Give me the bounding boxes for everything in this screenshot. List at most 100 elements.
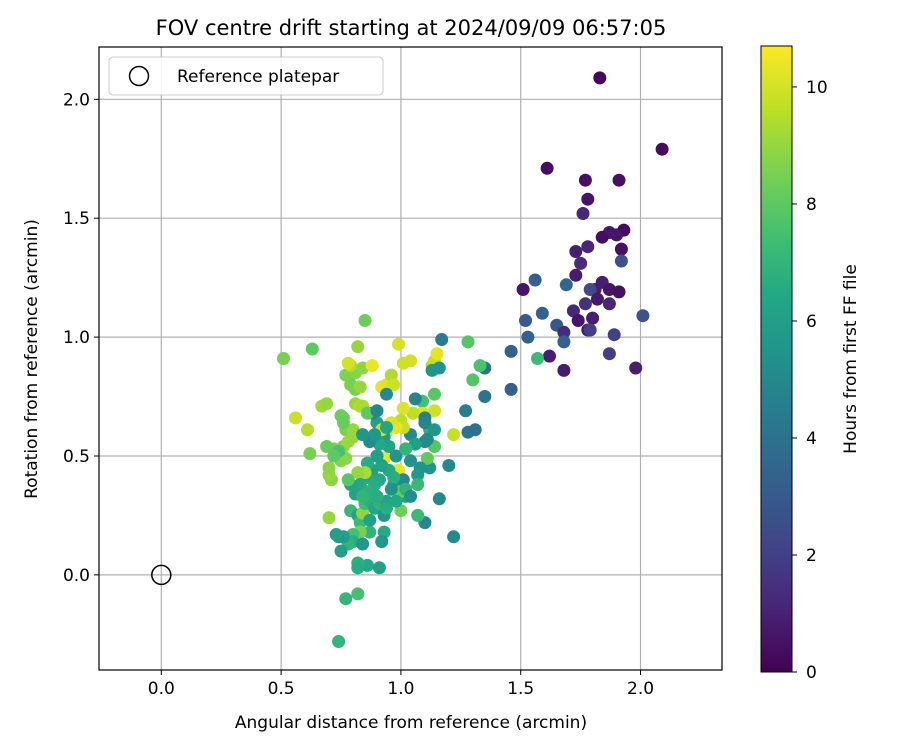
data-point	[370, 489, 384, 503]
data-point	[578, 173, 592, 187]
data-point	[380, 421, 393, 434]
data-point	[411, 478, 425, 491]
colorbar-tick-label: 4	[806, 429, 817, 449]
data-point	[339, 592, 353, 606]
data-point	[380, 501, 393, 515]
data-point	[372, 561, 386, 575]
data-point	[595, 230, 609, 244]
data-point	[380, 387, 393, 401]
data-point	[432, 492, 446, 506]
data-point	[356, 489, 370, 503]
y-tick-label: 1.0	[63, 328, 90, 348]
data-point	[404, 489, 417, 503]
data-point	[612, 285, 626, 299]
data-point	[557, 335, 571, 349]
data-point	[411, 468, 425, 482]
colorbar-tick-label: 0	[806, 663, 817, 683]
data-point	[351, 587, 365, 601]
y-axis: 0.0 0.5 1.0 1.5 2.0	[63, 90, 99, 586]
colorbar-tick-label: 10	[806, 78, 828, 98]
data-point	[435, 333, 449, 346]
legend-box	[108, 56, 384, 96]
data-point	[583, 323, 597, 337]
data-point	[396, 401, 410, 415]
data-point	[353, 380, 367, 394]
data-point	[301, 423, 314, 437]
data-point	[466, 373, 480, 387]
data-point	[602, 347, 616, 361]
data-point	[569, 245, 583, 258]
data-point	[607, 328, 621, 342]
data-point	[557, 325, 571, 339]
data-point	[375, 535, 389, 549]
data-point	[351, 340, 365, 354]
data-point	[303, 447, 317, 461]
data-point	[396, 356, 410, 370]
reference-marker	[151, 564, 172, 586]
data-point	[351, 561, 365, 575]
data-point	[521, 330, 535, 344]
data-point	[363, 513, 377, 527]
data-point	[528, 273, 542, 287]
data-point	[586, 311, 600, 325]
data-point	[504, 382, 518, 396]
data-point	[320, 397, 334, 411]
data-point	[614, 254, 628, 268]
data-point	[655, 142, 669, 156]
data-point	[602, 297, 616, 311]
data-point	[389, 494, 403, 508]
data-point	[336, 416, 350, 430]
data-point	[447, 530, 461, 544]
chart-title: FOV centre drift starting at 2024/09/09 …	[156, 16, 667, 40]
x-tick-label: 2.0	[627, 679, 654, 699]
data-point	[320, 440, 334, 453]
colorbar-label: Hours from first FF file	[841, 264, 861, 454]
data-point	[468, 423, 482, 437]
data-point	[612, 173, 626, 187]
legend-label: Reference platepar	[177, 67, 339, 87]
data-point	[384, 482, 398, 496]
data-point	[356, 537, 370, 551]
data-point	[341, 473, 355, 487]
data-point	[636, 309, 650, 323]
y-tick-label: 0.0	[63, 566, 90, 586]
data-point	[576, 207, 590, 220]
data-point	[420, 451, 434, 465]
data-point	[571, 314, 585, 327]
data-point	[610, 228, 624, 242]
y-tick-label: 0.5	[63, 447, 90, 467]
data-point	[478, 390, 492, 403]
x-tick-label: 0.0	[148, 679, 175, 699]
data-point	[363, 525, 377, 539]
data-point	[432, 361, 446, 375]
data-point	[356, 428, 370, 442]
plot-frame	[98, 46, 723, 671]
data-point	[428, 387, 441, 401]
legend: Reference platepar	[108, 56, 384, 96]
data-point	[581, 240, 595, 254]
data-point	[408, 392, 422, 406]
data-point	[368, 428, 382, 442]
colorbar-ticks: 0 2 4 6 8 10	[792, 78, 828, 683]
data-point	[399, 442, 413, 456]
data-point	[504, 344, 518, 358]
data-point	[535, 306, 549, 320]
data-point	[442, 459, 456, 472]
colorbar-tick-label: 8	[806, 195, 817, 215]
data-point	[543, 349, 556, 363]
data-point	[370, 449, 384, 463]
data-point	[418, 416, 432, 430]
data-point	[411, 508, 425, 522]
data-point	[614, 242, 628, 256]
data-point	[593, 71, 607, 85]
colorbar-tick-label: 6	[806, 312, 817, 332]
data-point	[428, 423, 441, 437]
colorbar-gradient	[760, 45, 793, 673]
colorbar: 0 2 4 6 8 10 Hours from first FF file	[760, 45, 861, 683]
x-tick-label: 1.0	[387, 679, 414, 699]
data-point	[365, 359, 379, 373]
data-point	[459, 404, 473, 418]
data-point	[329, 528, 343, 541]
data-point	[358, 314, 372, 327]
